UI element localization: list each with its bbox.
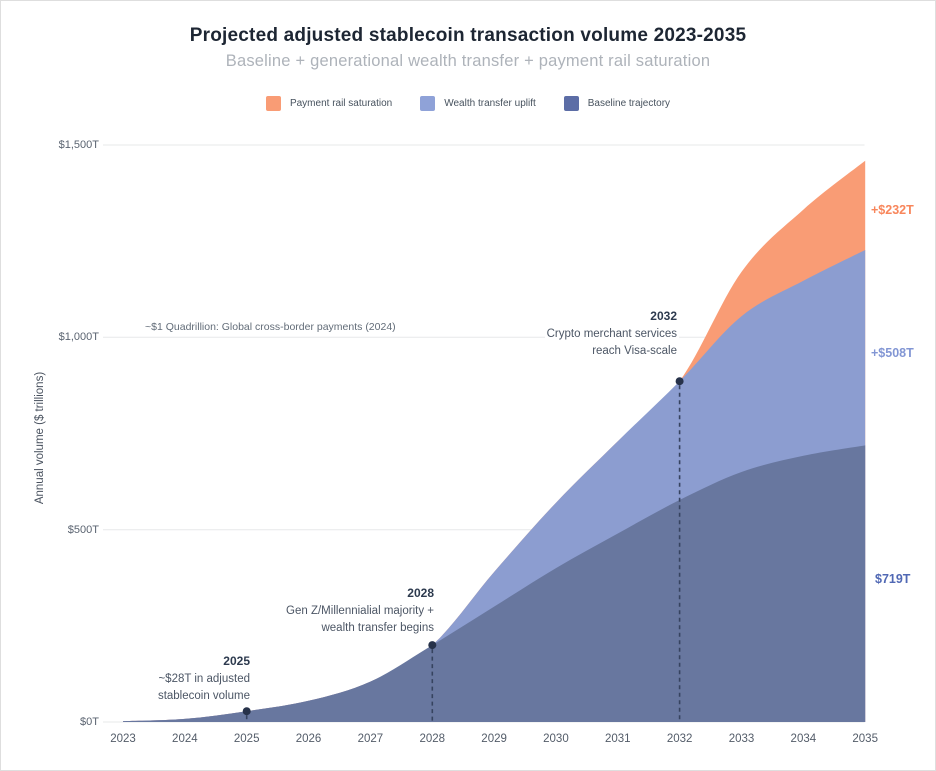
- y-axis-title: Annual volume ($ trillions): [34, 371, 46, 505]
- x-tick-2033: 2033: [728, 733, 755, 745]
- annotation-year: 2032: [650, 309, 677, 323]
- annotation-line: Crypto merchant services: [546, 327, 677, 340]
- chart-subtitle: Baseline + generational wealth transfer …: [225, 52, 711, 70]
- legend-item-baseline-trajectory: Baseline trajectory: [563, 96, 671, 111]
- marker-dot-2025: [242, 707, 251, 716]
- x-tick-2023: 2023: [110, 733, 136, 745]
- x-tick-2035: 2035: [852, 733, 878, 745]
- x-tick-2031: 2031: [605, 733, 631, 745]
- reference-note: ~$1 Quadrillion: Global cross-border pay…: [142, 321, 399, 333]
- end-label-wealth-transfer-uplift: +$508T: [871, 346, 914, 360]
- legend-label: Payment rail saturation: [289, 98, 393, 109]
- legend: Payment rail saturation Wealth transfer …: [0, 96, 936, 111]
- legend-swatch-payment-rail-saturation-icon: [265, 96, 281, 111]
- y-tick--1-000t: $1,000T: [58, 331, 99, 344]
- annotation-line: ~$28T in adjusted: [158, 672, 250, 685]
- annotation-2032: 2032 Crypto merchant services reach Visa…: [544, 308, 679, 361]
- legend-item-payment-rail-saturation: Payment rail saturation: [265, 96, 393, 111]
- legend-swatch-wealth-transfer-uplift-icon: [420, 96, 436, 111]
- end-label-baseline-trajectory: $719T: [875, 572, 911, 586]
- legend-item-wealth-transfer-uplift: Wealth transfer uplift: [420, 96, 536, 111]
- annotation-year: 2028: [407, 586, 434, 600]
- y-tick--1-500t: $1,500T: [58, 139, 99, 151]
- x-tick-2032: 2032: [666, 733, 693, 745]
- x-tick-2034: 2034: [790, 733, 817, 745]
- y-tick--500t: $500T: [67, 523, 99, 536]
- legend-label: Baseline trajectory: [587, 98, 671, 109]
- legend-label: Wealth transfer uplift: [444, 98, 536, 109]
- x-tick-2026: 2026: [295, 733, 322, 745]
- annotation-line: wealth transfer begins: [321, 622, 434, 634]
- marker-dot-2032: [675, 377, 684, 386]
- x-tick-2025: 2025: [233, 733, 260, 745]
- annotation-year: 2025: [223, 654, 250, 668]
- annotation-2025: 2025 ~$28T in adjusted stablecoin volume: [155, 653, 252, 706]
- end-label-payment-rail-saturation: +$232T: [871, 203, 914, 217]
- chart-title: Projected adjusted stablecoin transactio…: [189, 25, 747, 46]
- annotation-line: stablecoin volume: [157, 690, 250, 702]
- x-tick-2030: 2030: [543, 733, 569, 745]
- annotation-line: Gen Z/Millennialial majority +: [286, 604, 434, 617]
- x-tick-2024: 2024: [172, 733, 198, 745]
- y-tick--0t: $0T: [80, 716, 99, 728]
- x-tick-2027: 2027: [357, 733, 384, 745]
- x-tick-2028: 2028: [419, 733, 446, 745]
- marker-dot-2028: [428, 641, 437, 650]
- x-tick-2029: 2029: [481, 733, 507, 745]
- legend-swatch-baseline-trajectory-icon: [563, 96, 579, 111]
- annotation-line: reach Visa-scale: [592, 345, 677, 357]
- annotation-2028: 2028 Gen Z/Millennialial majority + weal…: [284, 585, 436, 638]
